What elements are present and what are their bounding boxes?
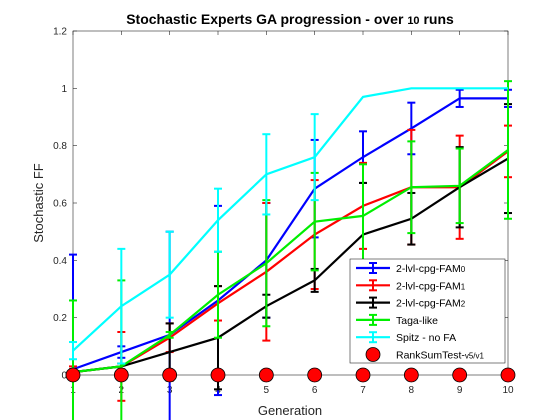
y-tick-label: 0 (61, 371, 67, 382)
ranksum-marker (113, 367, 129, 383)
legend: 2-lvl-cpg-FAM02-lvl-cpg-FAM12-lvl-cpg-FA… (349, 258, 506, 364)
x-axis-label: Generation (258, 403, 322, 418)
legend-label: Spitz - no FA (396, 332, 456, 344)
legend-item-0: 2-lvl-cpg-FAM0 (356, 262, 466, 275)
legend-label-sub: 1 (461, 282, 466, 291)
legend-label-main: RankSumTest- (396, 350, 465, 362)
legend-label: 2-lvl-cpg-FAM0 (396, 263, 466, 275)
legend-label: 2-lvl-cpg-FAM1 (396, 280, 466, 292)
ranksum-marker (452, 367, 468, 383)
series-line (72, 87, 508, 352)
y-axis-label: Stochastic FF (31, 163, 46, 243)
x-tick-label: 8 (409, 385, 415, 396)
ranksum-marker (258, 367, 274, 383)
series-line (72, 97, 508, 371)
series-4 (69, 87, 508, 365)
legend-label-main: Taga-like (396, 315, 438, 327)
y-tick-label: 0.8 (53, 141, 67, 152)
x-tick-label: 9 (457, 385, 463, 396)
x-tick-label: 10 (502, 385, 514, 396)
y-tick-label: 1.2 (53, 27, 67, 38)
title-tail: runs (420, 11, 454, 27)
series-3 (69, 80, 512, 420)
legend-label: 2-lvl-cpg-FAM2 (396, 298, 466, 310)
legend-item-2: 2-lvl-cpg-FAM2 (356, 296, 466, 310)
legend-label-main: Spitz - no FA (396, 332, 456, 344)
x-tick-label: 6 (312, 385, 318, 396)
chart-title: Stochastic Experts GA progression - over… (126, 11, 454, 27)
ranksum-marker (307, 367, 323, 383)
series-layer (69, 80, 512, 420)
x-tick-label: 5 (264, 385, 270, 396)
legend-label-sub: 0 (461, 265, 466, 274)
legend-label-sub: 2 (461, 300, 466, 309)
ranksum-marker (500, 367, 516, 383)
ranksum-marker (210, 367, 226, 383)
y-tick-label: 0.6 (53, 199, 67, 210)
legend-item-5: RankSumTest-v5/v1 (365, 347, 485, 362)
marker-layer (65, 367, 516, 383)
x-tick-label: 7 (360, 385, 366, 396)
ranksum-marker (355, 367, 371, 383)
y-tick-label: 1 (61, 84, 67, 95)
ranksum-marker (162, 367, 178, 383)
ranksum-marker (403, 367, 419, 383)
legend-label: RankSumTest-v5/v1 (396, 350, 485, 362)
legend-label-main: 2-lvl-cpg-FAM (396, 263, 461, 275)
title-sub: 10 (407, 15, 419, 27)
legend-item-1: 2-lvl-cpg-FAM1 (356, 279, 466, 292)
series-line (72, 157, 509, 374)
title-main: Stochastic Experts GA progression - over (126, 11, 407, 27)
ranksum-marker (65, 367, 81, 383)
y-tick-label: 0.2 (53, 313, 67, 324)
legend-label-sub: v5/v1 (465, 352, 485, 361)
legend-label: Taga-like (396, 315, 438, 327)
y-tick-label: 0.4 (53, 256, 67, 267)
legend-label-main: 2-lvl-cpg-FAM (396, 280, 461, 292)
series-line (72, 149, 509, 374)
legend-item-4: Spitz - no FA (356, 331, 456, 344)
legend-box (349, 258, 506, 364)
legend-marker (365, 347, 381, 362)
legend-label-main: 2-lvl-cpg-FAM (396, 298, 461, 310)
legend-item-3: Taga-like (356, 313, 438, 327)
